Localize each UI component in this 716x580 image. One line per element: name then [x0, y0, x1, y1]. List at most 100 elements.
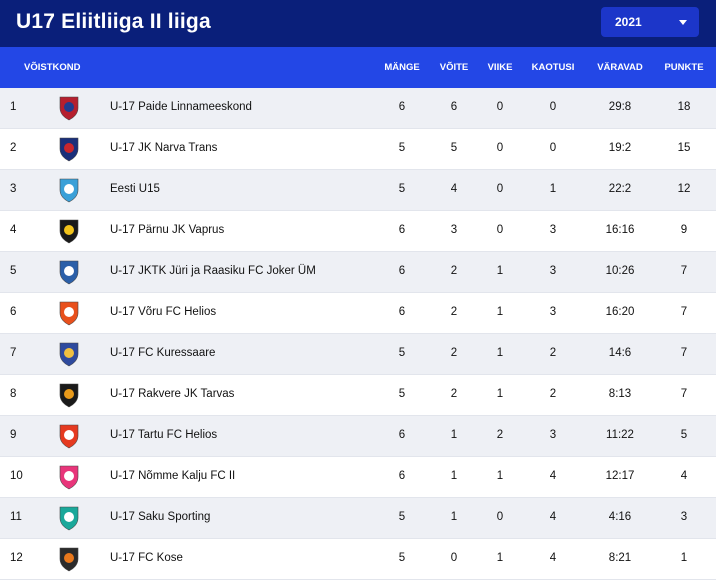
wins-cell: 2: [450, 265, 458, 277]
draws-cell: 0: [496, 183, 504, 195]
points-cell: 1: [680, 552, 688, 564]
draws-cell: 1: [496, 552, 504, 564]
losses-cell: 2: [549, 388, 557, 400]
losses-cell: 3: [549, 265, 557, 277]
draws-cell: 1: [496, 265, 504, 277]
team-name[interactable]: U-17 Nõmme Kalju FC II: [110, 470, 236, 482]
table-row[interactable]: 6 U-17 Võru FC Helios 6 2 1 3 16:20 7: [0, 293, 716, 334]
goals-cell: 14:6: [608, 347, 632, 359]
team-name[interactable]: U-17 Võru FC Helios: [110, 306, 217, 318]
played-cell: 6: [398, 101, 406, 113]
vaprus-logo: [59, 219, 79, 244]
points-cell: 5: [680, 429, 688, 441]
goals-cell: 8:13: [608, 388, 632, 400]
position-cell: 3: [10, 183, 17, 195]
losses-cell: 0: [549, 142, 557, 154]
losses-cell: 2: [549, 347, 557, 359]
team-name[interactable]: Eesti U15: [110, 183, 160, 195]
draws-cell: 1: [496, 306, 504, 318]
tartu-helios-logo: [59, 424, 79, 449]
wins-cell: 1: [450, 470, 458, 482]
wins-cell: 1: [450, 511, 458, 523]
losses-cell: 3: [549, 224, 557, 236]
table-row[interactable]: 2 U-17 JK Narva Trans 5 5 0 0 19:2 15: [0, 129, 716, 170]
table-row[interactable]: 11 U-17 Saku Sporting 5 1 0 4 4:16 3: [0, 498, 716, 539]
team-name[interactable]: U-17 Rakvere JK Tarvas: [110, 388, 235, 400]
table-row[interactable]: 3 Eesti U15 5 4 0 1 22:2 12: [0, 170, 716, 211]
col-losses: KAOTUSI: [531, 62, 575, 73]
table-row[interactable]: 9 U-17 Tartu FC Helios 6 1 2 3 11:22 5: [0, 416, 716, 457]
team-name[interactable]: U-17 Pärnu JK Vaprus: [110, 224, 225, 236]
position-cell: 7: [10, 347, 17, 359]
losses-cell: 3: [549, 306, 557, 318]
position-cell: 1: [10, 101, 17, 113]
played-cell: 5: [398, 142, 406, 154]
wins-cell: 1: [450, 429, 458, 441]
wins-cell: 0: [450, 552, 458, 564]
played-cell: 6: [398, 224, 406, 236]
wins-cell: 6: [450, 101, 458, 113]
draws-cell: 1: [496, 347, 504, 359]
draws-cell: 0: [496, 224, 504, 236]
wins-cell: 3: [450, 224, 458, 236]
played-cell: 5: [398, 388, 406, 400]
played-cell: 5: [398, 183, 406, 195]
position-cell: 2: [10, 142, 17, 154]
goals-cell: 8:21: [608, 552, 632, 564]
points-cell: 18: [677, 101, 691, 113]
position-cell: 5: [10, 265, 17, 277]
played-cell: 6: [398, 470, 406, 482]
goals-cell: 16:20: [605, 306, 635, 318]
page-title: U17 Eliitliiga II liiga: [16, 10, 211, 33]
played-cell: 6: [398, 429, 406, 441]
standings-table-body: 1 U-17 Paide Linnameeskond 6 6 0 0 29:8 18 2 U-17…: [0, 88, 716, 580]
draws-cell: 0: [496, 511, 504, 523]
kose-logo: [59, 547, 79, 572]
played-cell: 6: [398, 265, 406, 277]
kuressaare-logo: [59, 342, 79, 367]
goals-cell: 19:2: [608, 142, 632, 154]
team-name[interactable]: U-17 Saku Sporting: [110, 511, 211, 523]
table-row[interactable]: 4 U-17 Pärnu JK Vaprus 6 3 0 3 16:16 9: [0, 211, 716, 252]
losses-cell: 4: [549, 470, 557, 482]
team-name[interactable]: U-17 FC Kose: [110, 552, 183, 564]
goals-cell: 29:8: [608, 101, 632, 113]
table-row[interactable]: 8 U-17 Rakvere JK Tarvas 5 2 1 2 8:13 7: [0, 375, 716, 416]
team-name[interactable]: U-17 JKTK Jüri ja Raasiku FC Joker ÜM: [110, 265, 316, 277]
points-cell: 7: [680, 347, 688, 359]
team-name[interactable]: U-17 FC Kuressaare: [110, 347, 216, 359]
team-name[interactable]: U-17 JK Narva Trans: [110, 142, 218, 154]
col-points: PUNKTE: [664, 62, 704, 73]
saku-logo: [59, 506, 79, 531]
losses-cell: 0: [549, 101, 557, 113]
losses-cell: 4: [549, 552, 557, 564]
position-cell: 6: [10, 306, 17, 318]
col-draws: VIIKE: [487, 62, 513, 73]
losses-cell: 4: [549, 511, 557, 523]
season-select[interactable]: 2021: [601, 7, 699, 37]
played-cell: 6: [398, 306, 406, 318]
narva-trans-logo: [59, 137, 79, 162]
wins-cell: 4: [450, 183, 458, 195]
played-cell: 5: [398, 552, 406, 564]
goals-cell: 10:26: [605, 265, 635, 277]
position-cell: 10: [10, 470, 23, 482]
table-row[interactable]: 10 U-17 Nõmme Kalju FC II 6 1 1 4 12:17 4: [0, 457, 716, 498]
col-played: MÄNGE: [384, 62, 420, 73]
season-value: 2021: [615, 15, 642, 29]
team-name[interactable]: U-17 Tartu FC Helios: [110, 429, 218, 441]
points-cell: 7: [680, 388, 688, 400]
team-name[interactable]: U-17 Paide Linnameeskond: [110, 101, 252, 113]
chevron-down-icon: [679, 20, 687, 25]
position-cell: 9: [10, 429, 17, 441]
table-row[interactable]: 1 U-17 Paide Linnameeskond 6 6 0 0 29:8 18: [0, 88, 716, 129]
draws-cell: 0: [496, 142, 504, 154]
wins-cell: 2: [450, 388, 458, 400]
table-row[interactable]: 5 U-17 JKTK Jüri ja Raasiku FC Joker ÜM 6 2…: [0, 252, 716, 293]
table-row[interactable]: 7 U-17 FC Kuressaare 5 2 1 2 14:6 7: [0, 334, 716, 375]
top-bar: U17 Eliitliiga II liiga 2021: [0, 0, 716, 47]
draws-cell: 2: [496, 429, 504, 441]
losses-cell: 1: [549, 183, 557, 195]
wins-cell: 2: [450, 306, 458, 318]
table-row[interactable]: 12 U-17 FC Kose 5 0 1 4 8:21 1: [0, 539, 716, 580]
